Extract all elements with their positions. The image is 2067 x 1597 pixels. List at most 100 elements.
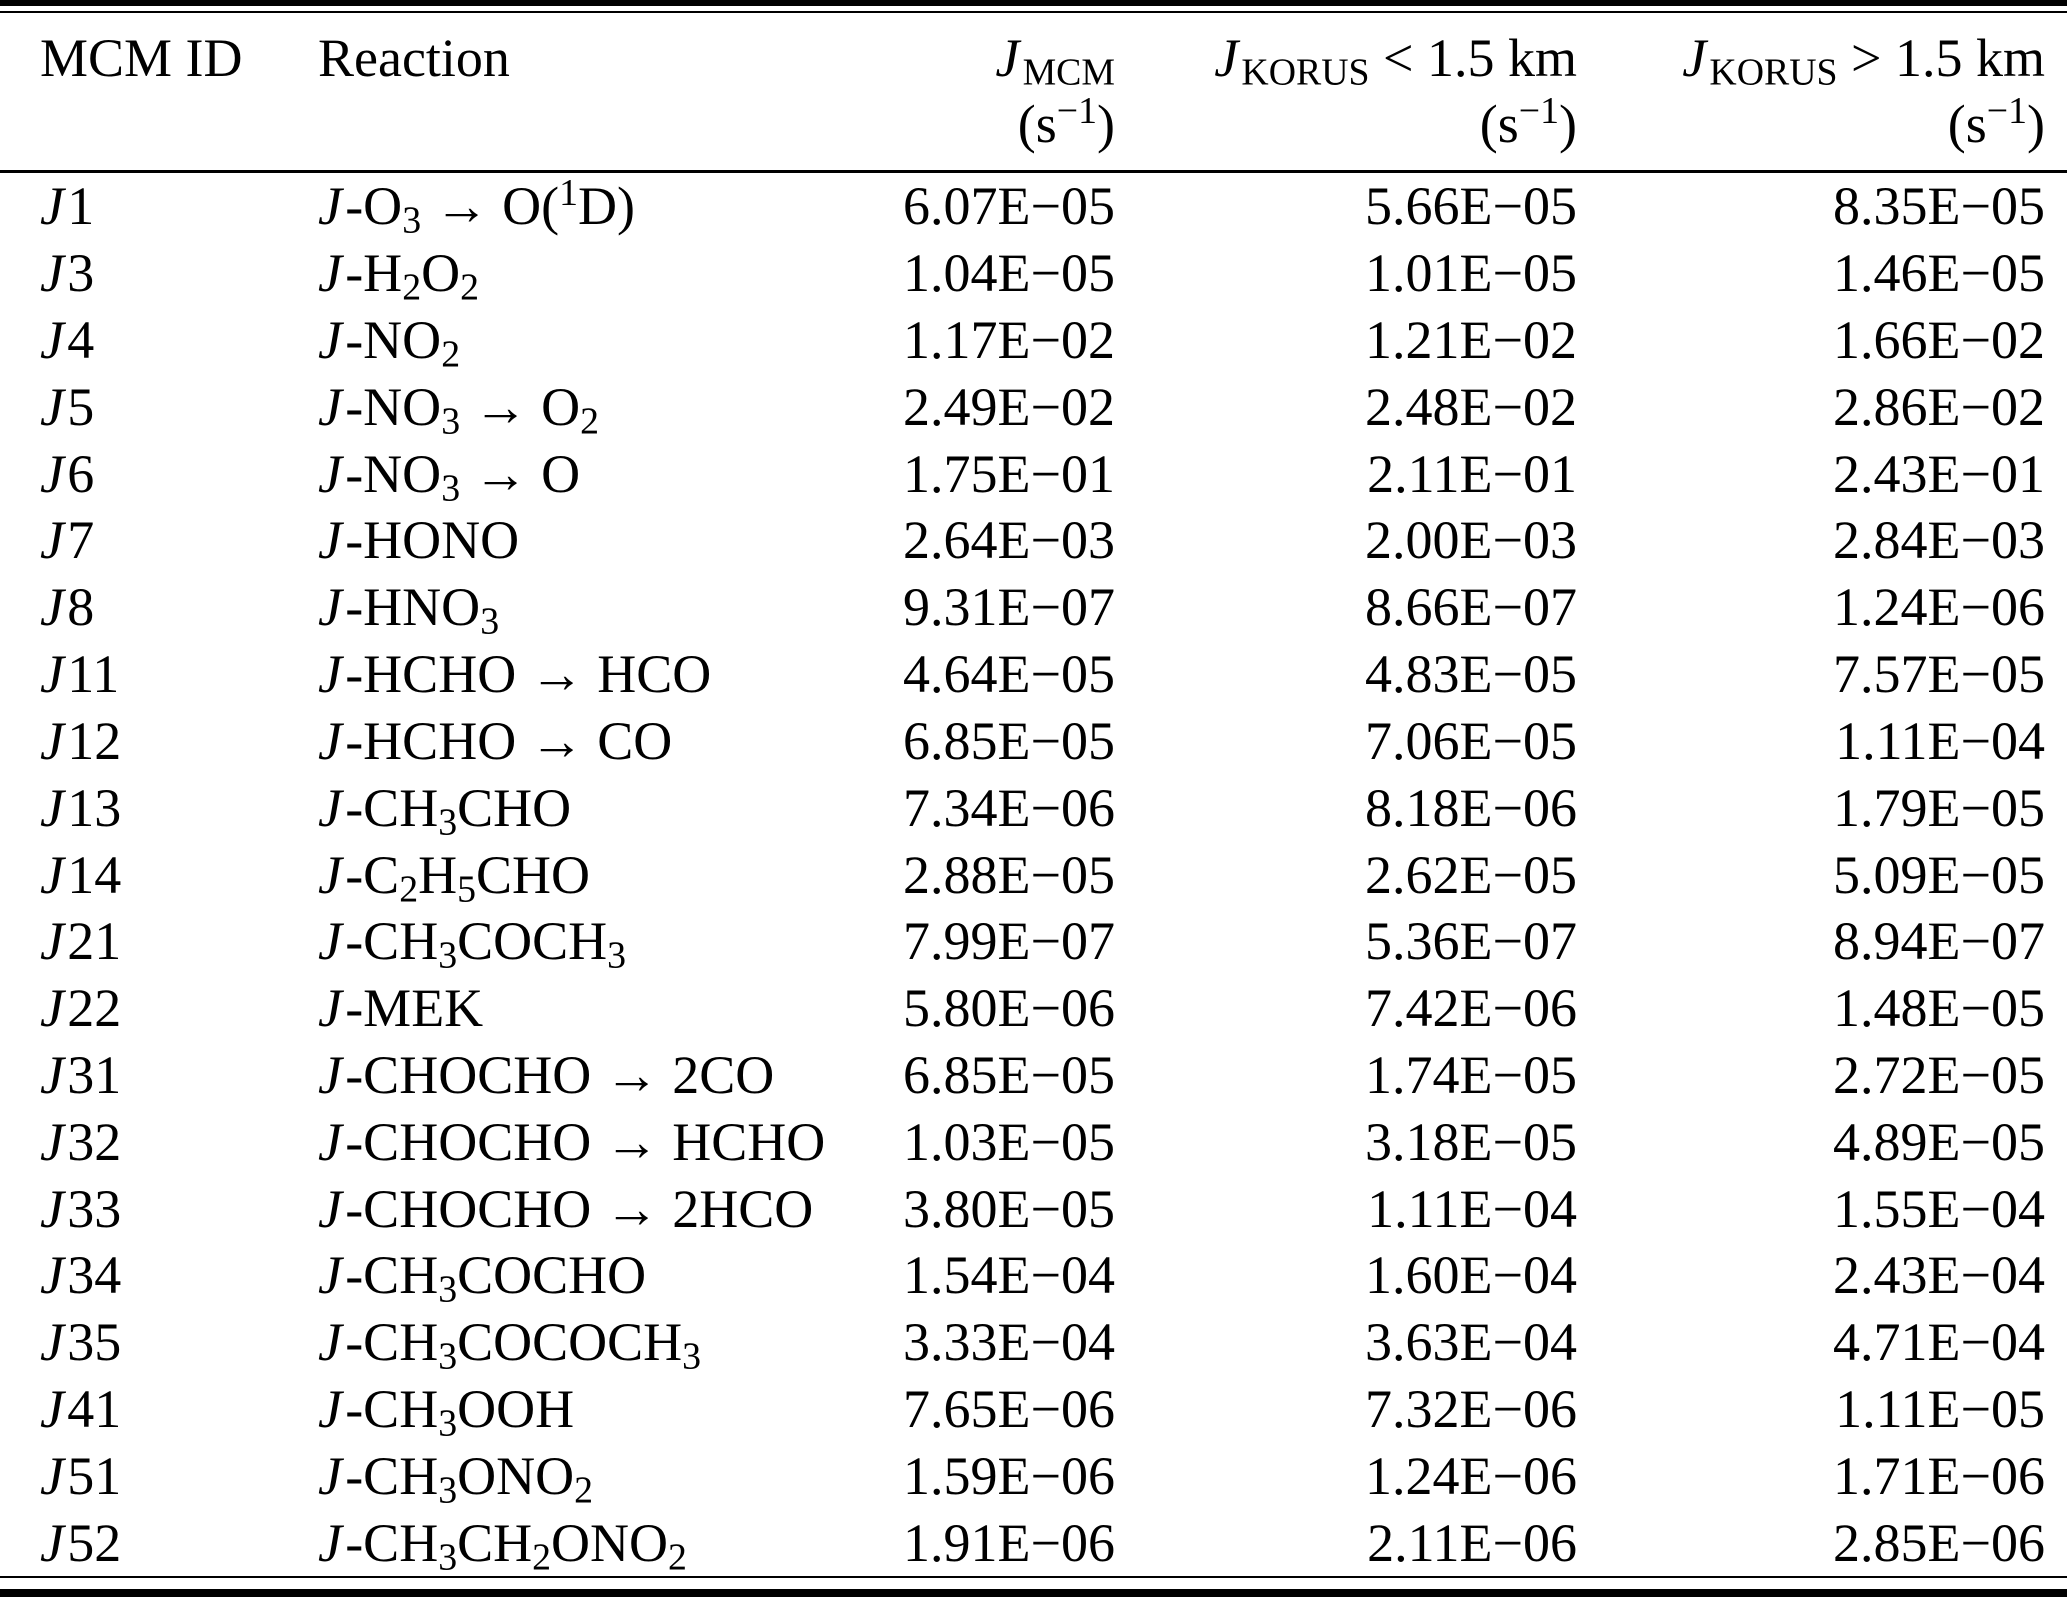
cell-j-mcm: 5.80E−06 — [903, 978, 1115, 1039]
cell-mcm-id: J3 — [40, 243, 95, 304]
cell-reaction: J-HCHO → CO — [318, 710, 673, 771]
cell-j-mcm: 1.75E−01 — [903, 443, 1115, 504]
cell-reaction: J-HONO — [318, 510, 520, 571]
cell-mcm-id: J52 — [40, 1512, 122, 1573]
table-row: J8 J-HNO3 9.31E−07 8.66E−07 1.24E−06 — [0, 574, 2067, 641]
cell-mcm-id: J41 — [40, 1379, 122, 1440]
cell-mcm-id: J22 — [40, 978, 122, 1039]
cell-mcm-id: J31 — [40, 1044, 122, 1105]
cell-j-korus-above-1p5km: 1.24E−06 — [1833, 577, 2045, 638]
cell-j-mcm: 7.99E−07 — [903, 911, 1115, 972]
table-row: J51 J-CH3ONO2 1.59E−06 1.24E−06 1.71E−06 — [0, 1442, 2067, 1509]
cell-j-korus-below-1p5km: 1.60E−04 — [1365, 1245, 1577, 1306]
cell-reaction: J-CH3CH2ONO2 — [318, 1512, 687, 1578]
column-header-label: JKORUS < 1.5 km — [1214, 28, 1577, 94]
cell-reaction: J-CH3ONO2 — [318, 1445, 594, 1512]
cell-j-korus-below-1p5km: 7.06E−05 — [1365, 710, 1577, 771]
table-row: J33 J-CHOCHO → 2HCO 3.80E−05 1.11E−04 1.… — [0, 1175, 2067, 1242]
cell-j-mcm: 1.59E−06 — [903, 1445, 1115, 1506]
cell-reaction: J-CH3COCHO — [318, 1245, 647, 1311]
table-row: J11 J-HCHO → HCO 4.64E−05 4.83E−05 7.57E… — [0, 641, 2067, 708]
cell-j-mcm: 2.49E−02 — [903, 376, 1115, 437]
column-header-unit: (s−1) — [1947, 90, 2045, 154]
cell-j-korus-above-1p5km: 2.43E−04 — [1833, 1245, 2045, 1306]
cell-reaction: J-CH3OOH — [318, 1379, 575, 1445]
cell-j-korus-below-1p5km: 2.00E−03 — [1365, 510, 1577, 571]
cell-j-korus-below-1p5km: 3.18E−05 — [1365, 1111, 1577, 1172]
table-row: J21 J-CH3COCH3 7.99E−07 5.36E−07 8.94E−0… — [0, 908, 2067, 975]
cell-mcm-id: J4 — [40, 310, 95, 371]
column-header-label: JMCM — [995, 28, 1115, 94]
cell-j-korus-above-1p5km: 5.09E−05 — [1833, 844, 2045, 905]
cell-j-korus-above-1p5km: 2.85E−06 — [1833, 1512, 2045, 1573]
cell-reaction: J-NO3 → O2 — [318, 376, 599, 443]
cell-j-mcm: 2.64E−03 — [903, 510, 1115, 571]
column-header-label: Reaction — [318, 28, 510, 88]
cell-reaction: J-H2O2 — [318, 243, 479, 309]
cell-mcm-id: J34 — [40, 1245, 122, 1306]
table-rule-top-thin — [0, 11, 2067, 13]
cell-j-korus-above-1p5km: 1.66E−02 — [1833, 310, 2045, 371]
cell-j-korus-below-1p5km: 1.24E−06 — [1365, 1445, 1577, 1506]
cell-mcm-id: J14 — [40, 844, 122, 905]
table-row: J35 J-CH3COCOCH3 3.33E−04 3.63E−04 4.71E… — [0, 1309, 2067, 1376]
cell-j-korus-above-1p5km: 7.57E−05 — [1833, 644, 2045, 705]
table-rule-bottom-heavy — [0, 1589, 2067, 1597]
column-header-j-korus-above-1p5km: JKORUS > 1.5 km (s−1) — [1577, 25, 2045, 157]
table-row: J13 J-CH3CHO 7.34E−06 8.18E−06 1.79E−05 — [0, 774, 2067, 841]
table-row: J14 J-C2H5CHO 2.88E−05 2.62E−05 5.09E−05 — [0, 841, 2067, 908]
cell-mcm-id: J1 — [40, 176, 95, 237]
cell-mcm-id: J33 — [40, 1178, 122, 1239]
cell-mcm-id: J21 — [40, 911, 122, 972]
column-header-mcm-id: MCM ID — [0, 25, 300, 91]
cell-j-korus-below-1p5km: 3.63E−04 — [1365, 1312, 1577, 1373]
cell-reaction: J-NO3 → O — [318, 443, 581, 509]
cell-j-mcm: 6.85E−05 — [903, 1044, 1115, 1105]
cell-j-korus-below-1p5km: 2.62E−05 — [1365, 844, 1577, 905]
cell-j-korus-above-1p5km: 8.94E−07 — [1833, 911, 2045, 972]
cell-mcm-id: J32 — [40, 1111, 122, 1172]
cell-j-korus-above-1p5km: 1.48E−05 — [1833, 978, 2045, 1039]
cell-j-mcm: 2.88E−05 — [903, 844, 1115, 905]
cell-reaction: J-CH3COCH3 — [318, 911, 627, 977]
cell-j-korus-below-1p5km: 1.01E−05 — [1365, 243, 1577, 304]
cell-reaction: J-CHOCHO → 2CO — [318, 1044, 775, 1105]
table-row: J7 J-HONO 2.64E−03 2.00E−03 2.84E−03 — [0, 507, 2067, 574]
cell-j-korus-above-1p5km: 2.86E−02 — [1833, 376, 2045, 437]
table-row: J3 J-H2O2 1.04E−05 1.01E−05 1.46E−05 — [0, 240, 2067, 307]
cell-reaction: J-CHOCHO → 2HCO — [318, 1178, 814, 1239]
cell-mcm-id: J8 — [40, 577, 95, 638]
cell-reaction: J-CH3CHO — [318, 777, 572, 844]
table-header: MCM ID Reaction JMCM (s−1) JKORUS < 1.5 … — [0, 13, 2067, 170]
cell-j-korus-below-1p5km: 2.11E−01 — [1367, 443, 1577, 504]
cell-j-korus-below-1p5km: 8.66E−07 — [1365, 577, 1577, 638]
cell-j-korus-above-1p5km: 2.43E−01 — [1833, 443, 2045, 504]
table-row: J41 J-CH3OOH 7.65E−06 7.32E−06 1.11E−05 — [0, 1376, 2067, 1443]
table-rule-top-heavy — [0, 0, 2067, 6]
cell-reaction: J-HCHO → HCO — [318, 644, 712, 705]
cell-reaction: J-NO2 — [318, 310, 461, 376]
cell-j-korus-below-1p5km: 5.66E−05 — [1365, 176, 1577, 237]
cell-j-korus-below-1p5km: 4.83E−05 — [1365, 644, 1577, 705]
table-row: J1 J-O3 → O(1D) 6.07E−05 5.66E−05 8.35E−… — [0, 173, 2067, 240]
table-rule-header — [0, 170, 2067, 173]
cell-reaction: J-HNO3 — [318, 577, 500, 643]
cell-mcm-id: J11 — [40, 644, 120, 705]
column-header-unit: (s−1) — [1017, 90, 1115, 154]
cell-j-mcm: 3.33E−04 — [903, 1312, 1115, 1373]
cell-j-korus-above-1p5km: 4.89E−05 — [1833, 1111, 2045, 1172]
table-row: J32 J-CHOCHO → HCHO 1.03E−05 3.18E−05 4.… — [0, 1108, 2067, 1175]
cell-j-mcm: 9.31E−07 — [903, 577, 1115, 638]
column-header-unit: (s−1) — [1479, 90, 1577, 154]
cell-j-korus-above-1p5km: 8.35E−05 — [1833, 176, 2045, 237]
cell-j-mcm: 4.64E−05 — [903, 644, 1115, 705]
cell-j-korus-above-1p5km: 1.46E−05 — [1833, 243, 2045, 304]
cell-mcm-id: J51 — [40, 1445, 122, 1506]
table-row: J52 J-CH3CH2ONO2 1.91E−06 2.11E−06 2.85E… — [0, 1509, 2067, 1576]
table-row: J6 J-NO3 → O 1.75E−01 2.11E−01 2.43E−01 — [0, 440, 2067, 507]
cell-j-mcm: 3.80E−05 — [903, 1178, 1115, 1239]
cell-j-mcm: 6.07E−05 — [903, 176, 1115, 237]
cell-j-korus-above-1p5km: 2.72E−05 — [1833, 1044, 2045, 1105]
table-row: J22 J-MEK 5.80E−06 7.42E−06 1.48E−05 — [0, 975, 2067, 1042]
